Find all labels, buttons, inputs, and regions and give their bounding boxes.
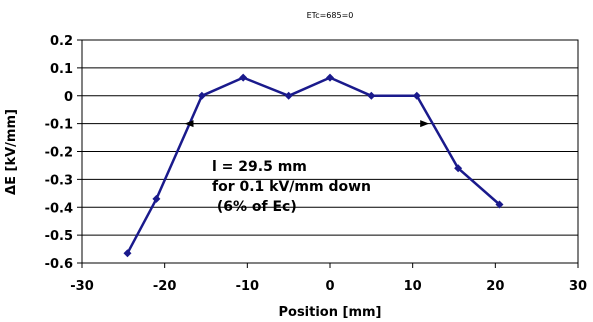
x-axis-title: Position [mm] [278,305,381,320]
x-tick-label: 10 [404,279,422,294]
y-tick-label: 0 [64,90,73,105]
data-point [197,91,206,100]
series-line [126,76,501,254]
data-point [367,91,376,100]
x-tick-label: -20 [153,279,177,294]
grid [82,39,578,264]
annotation-line-3: (6% of Ec) [212,199,297,215]
y-tick-label: -0.3 [45,173,73,188]
x-tick-label: 0 [325,279,334,294]
data-point [284,91,293,100]
y-tick-label: -0.6 [45,257,73,272]
x-axis: -30 -20 -10 0 10 20 30 [70,263,587,294]
chart-title: ETc=685=0 [307,11,354,20]
y-axis: 0.2 0.1 0 -0.1 -0.2 -0.3 -0.4 -0.5 -0.6 [45,34,82,272]
x-tick-label: 30 [569,279,587,294]
x-tick-label: -30 [70,279,94,294]
y-tick-label: 0.1 [50,62,73,77]
annotation: l = 29.5 mm for 0.1 kV/mm down (6% of Ec… [184,120,430,215]
data-point [495,200,504,209]
data-point [326,73,334,82]
annotation-line-2: for 0.1 kV/mm down [212,179,371,195]
arrow-head-right [420,120,430,128]
data-point [239,73,248,82]
arrow-head-left [184,120,194,128]
y-axis-title: ΔE [kV/mm] [4,109,19,195]
y-tick-label: -0.1 [45,118,73,133]
y-tick-label: 0.2 [50,34,73,49]
data-point [412,91,421,100]
y-tick-label: -0.5 [45,229,73,244]
y-tick-label: -0.2 [45,146,73,161]
data-point [454,164,463,173]
data-point [152,194,161,203]
annotation-line-1: l = 29.5 mm [212,159,307,175]
data-point [123,249,132,258]
x-tick-label: -10 [236,279,260,294]
series [123,73,504,258]
y-tick-label: -0.4 [45,201,73,216]
x-tick-label: 20 [486,279,504,294]
